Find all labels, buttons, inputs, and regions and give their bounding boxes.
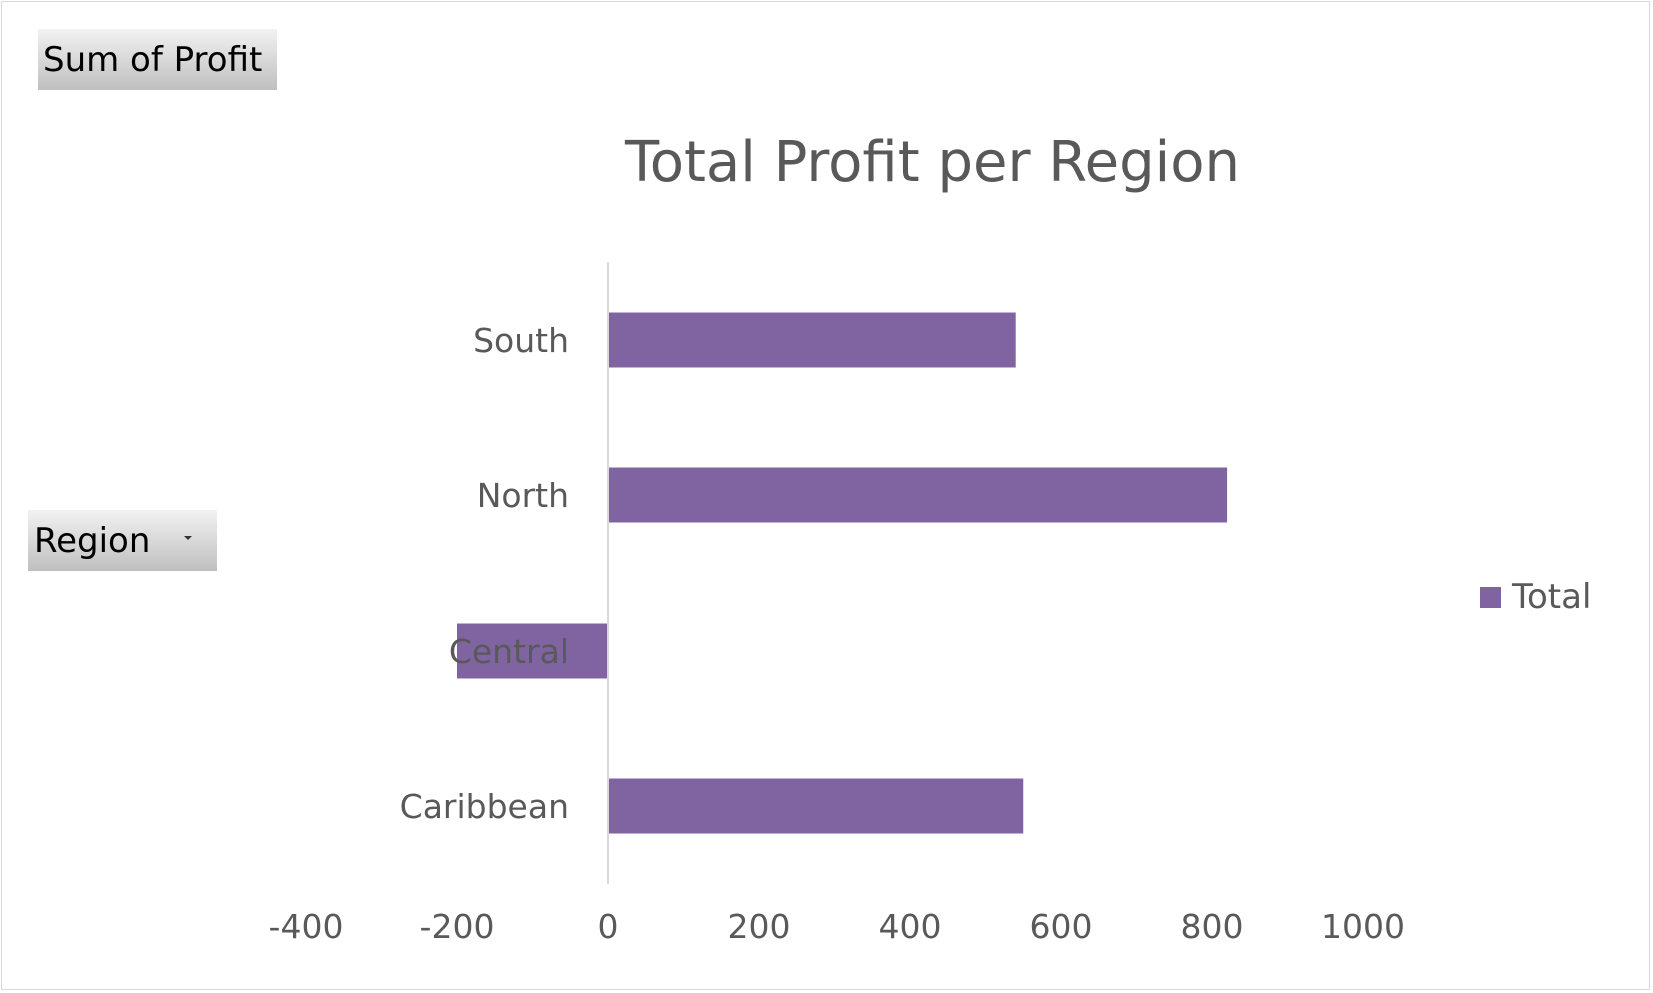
legend-label-total: Total xyxy=(1512,577,1592,617)
x-tick-label: 0 xyxy=(598,907,619,946)
bar-central xyxy=(457,623,608,679)
x-tick-label: -200 xyxy=(420,907,495,946)
x-tick-label: 400 xyxy=(879,907,942,946)
legend-swatch-total xyxy=(1480,586,1501,608)
category-label-central: Central xyxy=(449,632,569,671)
chart-title: Total Profit per Region xyxy=(625,130,1240,195)
dropdown-arrow-icon[interactable] xyxy=(184,536,192,540)
region-field-button[interactable]: Region xyxy=(28,510,217,571)
legend: Total xyxy=(1480,580,1591,614)
x-tick-label: 1000 xyxy=(1321,907,1405,946)
sum-of-profit-label: Sum of Profit xyxy=(43,39,263,80)
category-label-north: North xyxy=(477,476,569,515)
x-tick-label: -400 xyxy=(269,907,344,946)
bar-north xyxy=(608,467,1228,523)
sum-of-profit-field-button[interactable]: Sum of Profit xyxy=(38,29,277,90)
bar-caribbean xyxy=(608,778,1024,834)
x-tick-label: 600 xyxy=(1030,907,1093,946)
x-tick-label: 200 xyxy=(728,907,791,946)
x-tick-label: 800 xyxy=(1181,907,1244,946)
category-label-south: South xyxy=(473,321,569,360)
category-label-caribbean: Caribbean xyxy=(400,787,569,826)
region-label: Region xyxy=(34,520,151,561)
bar-south xyxy=(608,312,1016,368)
